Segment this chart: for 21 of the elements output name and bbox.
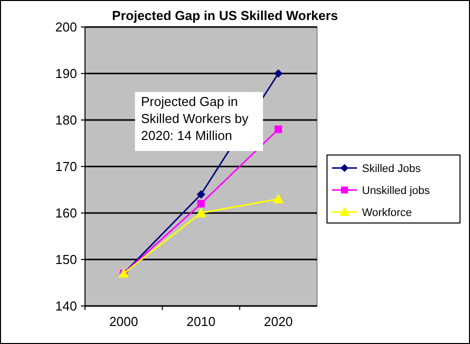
y-tick-label: 140 [55, 298, 77, 314]
y-tick-label: 190 [55, 66, 77, 82]
y-tick-label: 180 [55, 112, 77, 128]
legend-label: Unskilled jobs [362, 184, 430, 197]
point [196, 208, 206, 218]
y-tick-label: 200 [55, 20, 77, 35]
x-tick-label: 2020 [264, 314, 293, 329]
y-tick-label: 170 [55, 159, 77, 174]
y-tick-label: 150 [55, 252, 77, 268]
x-tick-label: 2000 [109, 314, 138, 329]
chart-title: Projected Gap in US Skilled Workers [112, 8, 338, 23]
y-tick-label: 160 [55, 206, 77, 221]
point [274, 69, 283, 78]
legend-label: Workforce [362, 206, 412, 219]
point [196, 190, 206, 199]
annotation: Projected Gap in Skilled Workers by 2020: 14 Million [141, 94, 249, 143]
point [197, 200, 205, 208]
point [273, 194, 284, 204]
x-tick-label: 2010 [186, 314, 216, 329]
legend-label: Skilled Jobs [362, 162, 422, 175]
point [274, 126, 282, 134]
